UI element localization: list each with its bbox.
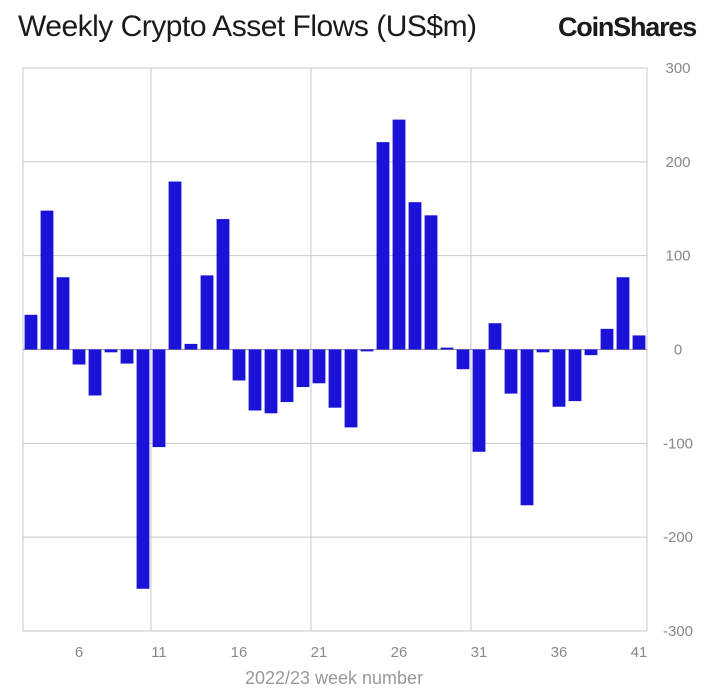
bar-week-37 [568, 349, 582, 402]
y-tick-label: 0 [674, 342, 682, 359]
x-axis-label: 2022/23 week number [245, 668, 423, 688]
y-tick-label: -200 [663, 529, 693, 546]
bar-week-36 [552, 349, 566, 407]
bar-week-41 [632, 335, 646, 350]
bar-week-11 [152, 349, 166, 448]
bar-week-22 [328, 349, 342, 408]
x-tick-label: 31 [471, 644, 488, 661]
bar-week-10 [136, 349, 150, 589]
bar-week-35 [536, 349, 550, 353]
bar-week-25 [376, 142, 390, 350]
bar-week-34 [520, 349, 534, 506]
bar-week-15 [216, 219, 230, 350]
bar-week-27 [408, 202, 422, 350]
x-tick-label: 16 [231, 644, 248, 661]
bar-week-9 [120, 349, 134, 364]
bar-week-3 [24, 314, 38, 350]
bar-week-5 [56, 277, 70, 350]
bars-group [24, 119, 646, 589]
bar-week-14 [200, 275, 214, 350]
x-tick-label: 36 [551, 644, 568, 661]
bar-week-30 [456, 349, 470, 370]
x-tick-label: 6 [75, 644, 83, 661]
bar-week-32 [488, 323, 502, 350]
chart-title: Weekly Crypto Asset Flows (US$m) [18, 10, 477, 43]
bar-week-8 [104, 349, 118, 353]
bar-week-6 [72, 349, 86, 365]
bar-week-39 [600, 328, 614, 350]
bar-week-40 [616, 277, 630, 350]
y-tick-label: -300 [663, 623, 693, 640]
bar-week-28 [424, 215, 438, 350]
y-tick-label: 100 [665, 248, 690, 265]
coinshares-logo: CoinShares [558, 12, 697, 42]
y-tick-label: 300 [665, 60, 690, 77]
bar-week-29 [440, 347, 454, 350]
bar-week-18 [264, 349, 278, 414]
bar-week-4 [40, 210, 54, 350]
bar-week-12 [168, 181, 182, 350]
bar-week-23 [344, 349, 358, 428]
y-tick-labels: 300 200 100 0 -100 -200 -300 [663, 60, 693, 640]
y-tick-label: 200 [665, 154, 690, 171]
bar-week-31 [472, 349, 486, 452]
bar-week-19 [280, 349, 294, 403]
bar-week-20 [296, 349, 310, 388]
bar-week-16 [232, 349, 246, 381]
bar-week-24 [360, 349, 374, 352]
bar-week-7 [88, 349, 102, 396]
x-tick-label: 11 [151, 644, 167, 661]
bar-week-13 [184, 343, 198, 350]
y-tick-label: -100 [663, 435, 693, 452]
bar-week-38 [584, 349, 598, 356]
x-tick-label: 21 [311, 644, 328, 661]
bar-week-26 [392, 119, 406, 350]
bar-week-33 [504, 349, 518, 394]
x-tick-label: 26 [391, 644, 408, 661]
x-tick-labels: 6 11 16 21 26 31 36 41 [75, 644, 648, 661]
bar-week-21 [312, 349, 326, 384]
x-tick-label: 41 [631, 644, 648, 661]
bar-week-17 [248, 349, 262, 411]
